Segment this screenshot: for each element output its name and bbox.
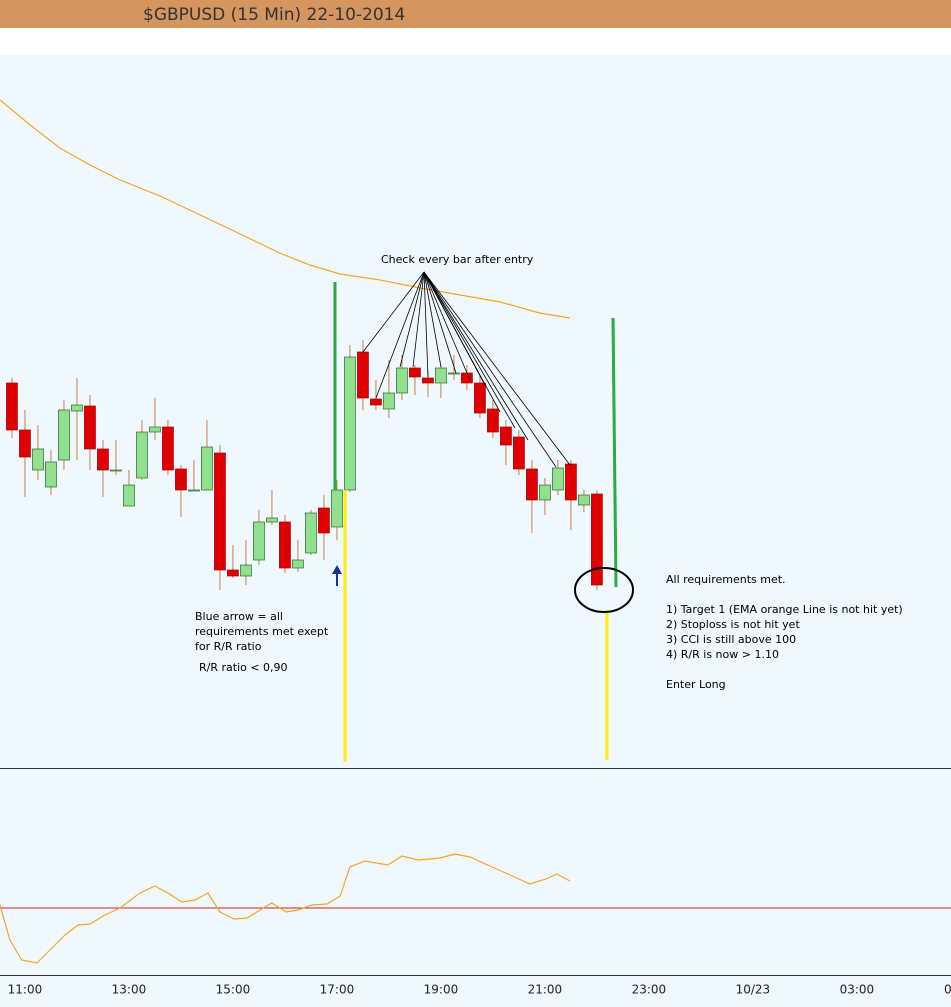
candle-body	[279, 521, 291, 569]
candle-body	[526, 468, 538, 501]
candle-body	[19, 429, 31, 458]
annotation: 2) Stoploss is not hit yet	[666, 618, 800, 631]
candle-body	[422, 377, 434, 384]
candle-body	[448, 372, 460, 375]
annotation: for R/R ratio	[195, 640, 262, 653]
annotation: 3) CCI is still above 100	[666, 633, 796, 646]
candle-body	[71, 404, 83, 412]
candle-body	[344, 356, 356, 491]
x-tick-label: 17:00	[320, 983, 355, 997]
candle-body	[552, 467, 564, 491]
blue-arrow	[332, 565, 342, 586]
x-tick-label: 19:00	[424, 983, 459, 997]
indicator-line	[0, 853, 571, 964]
green-marker	[611, 317, 618, 588]
x-tick-label: 10/23	[736, 983, 771, 997]
candle-body	[6, 382, 18, 431]
candle-body	[175, 468, 187, 491]
annotation: Blue arrow = all	[195, 610, 283, 623]
candle-body	[188, 489, 200, 492]
circle-marker	[574, 567, 634, 613]
candle-body	[162, 426, 174, 471]
annotation: R/R ratio < 0,90	[199, 661, 288, 674]
candle-body	[396, 367, 408, 394]
candle-body	[513, 436, 525, 470]
candle-body	[110, 469, 122, 472]
candle-body	[591, 493, 603, 586]
ema-line	[0, 99, 570, 319]
x-tick-label: 15:00	[216, 983, 251, 997]
annotation: All requirements met.	[666, 573, 786, 586]
annotation: 1) Target 1 (EMA orange Line is not hit …	[666, 603, 903, 616]
toolbar-strip	[0, 28, 951, 55]
candle-body	[357, 351, 369, 399]
annotations	[362, 271, 571, 468]
candle-body	[201, 446, 213, 491]
x-tick-label: 23:00	[632, 983, 667, 997]
candle-body	[305, 512, 317, 554]
candle-body	[539, 484, 551, 501]
annotation: requirements met exept	[195, 625, 329, 638]
candle-body	[123, 484, 135, 507]
candle-body	[578, 494, 590, 506]
candle-body	[227, 569, 239, 577]
candle-body	[383, 392, 395, 410]
candle-body	[58, 409, 70, 461]
candle-body	[240, 564, 252, 577]
candle-body	[45, 461, 57, 488]
candle-body	[214, 452, 226, 571]
candle-body	[149, 426, 161, 433]
x-tick-label: 21:00	[528, 983, 563, 997]
candle-body	[253, 521, 265, 561]
x-tick-label: 0	[944, 983, 951, 997]
candle-body	[318, 507, 330, 534]
candle-body	[565, 463, 577, 501]
annotation: Enter Long	[666, 678, 726, 691]
candle-body	[331, 489, 343, 528]
candle-body	[32, 448, 44, 471]
candle-body	[487, 408, 499, 433]
title-bar	[0, 0, 951, 28]
annotation: Check every bar after entry	[381, 253, 534, 266]
x-tick-label: 11:00	[8, 983, 43, 997]
x-tick-label: 13:00	[112, 983, 147, 997]
candle-body	[500, 426, 512, 446]
plot-background	[0, 55, 951, 1007]
candle-body	[370, 398, 382, 406]
candle-body	[474, 382, 486, 414]
candle-body	[266, 517, 278, 523]
layer: 11:00 13:00 15:00 17:00 19:00 21:00 23:00 10/23…	[0, 99, 951, 997]
candle-body	[136, 431, 148, 479]
candle-body	[435, 367, 447, 384]
annotation: 4) R/R is now > 1.10	[666, 648, 779, 661]
candle-body	[409, 367, 421, 378]
x-tick-label: 03:00	[840, 983, 875, 997]
candle-body	[97, 448, 109, 471]
chart-title: $GBPUSD (15 Min) 22-10-2014	[143, 5, 405, 25]
candle-body	[292, 559, 304, 569]
candle-body	[461, 372, 473, 384]
candle-body	[84, 405, 96, 450]
